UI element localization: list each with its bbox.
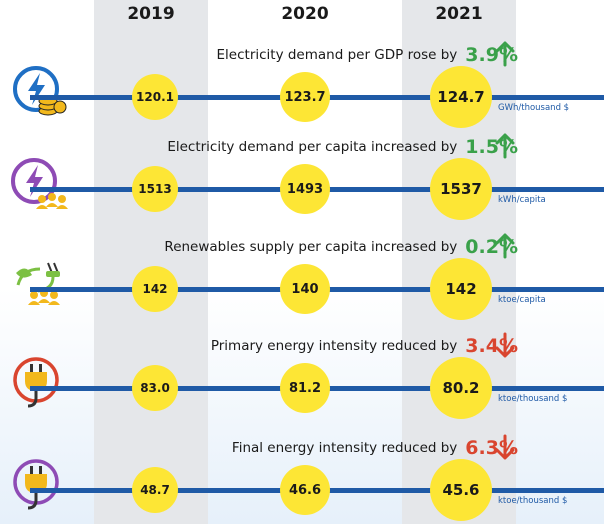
year-header-2021: 2021 (435, 4, 483, 24)
value-bubble-2019: 142 (132, 266, 178, 312)
value-bubble-2019: 83.0 (132, 365, 178, 411)
unit-label: ktoe/capita (498, 295, 546, 305)
value-bubble-2020: 1493 (280, 164, 330, 214)
value-bubble-2021: 142 (430, 258, 492, 320)
unit-label: kWh/capita (498, 195, 546, 205)
arrow-up-icon (495, 41, 515, 67)
plug-icon-5 (8, 456, 68, 516)
indicator-label: Final energy intensity reduced by (231, 440, 458, 456)
value-bubble-2021: 45.6 (430, 459, 492, 521)
value-bubble-2021: 124.7 (430, 66, 492, 128)
value-bubble-2020: 81.2 (280, 363, 330, 413)
indicator-label: Renewables supply per capita increased b… (164, 239, 458, 255)
value-bubble-2020: 46.6 (280, 465, 330, 515)
renewable-people-icon-3 (8, 255, 68, 315)
unit-label: GWh/thousand $ (498, 103, 570, 113)
year-header-2020: 2020 (281, 4, 329, 24)
electricity-people-icon-2 (8, 155, 68, 215)
value-bubble-2019: 48.7 (132, 467, 178, 513)
indicator-heading: Electricity demand per GDP rose by 3.9% (217, 40, 518, 70)
arrow-up-icon (495, 233, 515, 259)
electricity-coins-icon-1 (8, 63, 68, 123)
indicator-label: Electricity demand per capita increased … (167, 139, 458, 155)
value-bubble-2020: 123.7 (280, 72, 330, 122)
unit-label: ktoe/thousand $ (498, 394, 568, 404)
arrow-down-icon (495, 434, 515, 460)
arrow-down-icon (495, 332, 515, 358)
year-header-2019: 2019 (127, 4, 175, 24)
value-bubble-2020: 140 (280, 264, 330, 314)
value-bubble-2019: 120.1 (132, 74, 178, 120)
plug-icon-4 (8, 354, 68, 414)
unit-label: ktoe/thousand $ (498, 496, 568, 506)
value-bubble-2019: 1513 (132, 166, 178, 212)
indicator-heading: Final energy intensity reduced by 6.3% (232, 433, 518, 463)
indicator-heading: Primary energy intensity reduced by 3.4% (211, 331, 518, 361)
indicator-label: Electricity demand per GDP rose by (216, 47, 458, 63)
indicator-label: Primary energy intensity reduced by (210, 338, 458, 354)
value-bubble-2021: 1537 (430, 158, 492, 220)
value-bubble-2021: 80.2 (430, 357, 492, 419)
arrow-up-icon (495, 133, 515, 159)
